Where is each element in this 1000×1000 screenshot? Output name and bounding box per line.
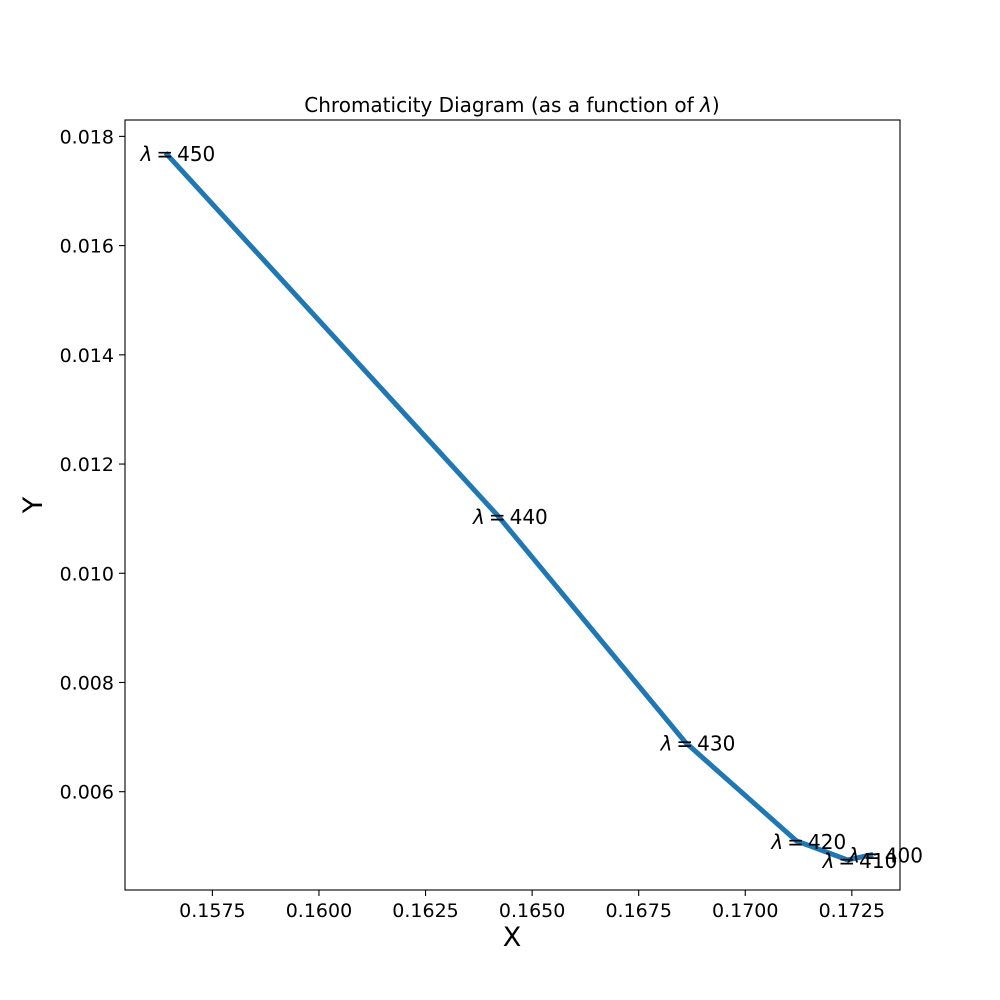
annotation-equals: =: [489, 505, 506, 529]
wavelength-annotation: λ = 450: [139, 142, 215, 166]
wavelength-annotation: λ = 440: [472, 505, 548, 529]
annotation-value: 420: [808, 830, 846, 854]
y-axis: 0.006 0.008 0.010 0.012 0.014 0.016 0.018: [60, 126, 125, 804]
y-axis-label: Y: [18, 496, 49, 514]
x-tick-label: 0.1575: [179, 900, 245, 922]
annotation-symbol: λ: [822, 849, 835, 873]
chart-title: Chromaticity Diagram (as a function of λ…: [304, 93, 719, 117]
series-line: [163, 151, 874, 863]
x-axis-label: X: [503, 922, 522, 953]
annotation-symbol: λ: [847, 844, 860, 868]
y-tick-label: 0.016: [60, 236, 114, 258]
x-tick-label: 0.1600: [286, 900, 352, 922]
y-tick-label: 0.014: [60, 345, 114, 367]
annotation-value: 430: [697, 732, 735, 756]
annotation-equals: =: [838, 849, 855, 873]
annotation-value: 400: [885, 844, 923, 868]
annotation-symbol: λ: [770, 830, 783, 854]
annotation-equals: =: [787, 830, 804, 854]
plot-frame: [124, 119, 901, 891]
y-tick-label: 0.010: [60, 563, 114, 585]
annotation-equals: =: [864, 844, 881, 868]
y-tick-label: 0.018: [60, 126, 114, 148]
wavelength-annotation: λ = 420: [770, 830, 846, 854]
chart-title-symbol: λ: [699, 93, 712, 117]
chart-title-suffix: ): [712, 93, 720, 117]
y-tick-label: 0.008: [60, 672, 114, 694]
y-tick-label: 0.012: [60, 454, 114, 476]
annotation-value: 410: [859, 849, 897, 873]
x-tick-label: 0.1650: [499, 900, 565, 922]
x-tick-label: 0.1675: [605, 900, 671, 922]
wavelength-annotation: λ = 410: [822, 849, 898, 873]
annotation-equals: =: [676, 732, 693, 756]
wavelength-annotation: λ = 430: [660, 732, 736, 756]
x-axis: 0.1575 0.1600 0.1625 0.1650 0.1675 0.1700 0.17…: [179, 890, 885, 922]
annotation-value: 450: [177, 142, 215, 166]
y-tick-label: 0.006: [60, 782, 114, 804]
series-layer: [163, 151, 874, 863]
annotation-symbol: λ: [139, 142, 152, 166]
x-tick-label: 0.1700: [712, 900, 778, 922]
annotation-value: 440: [510, 505, 548, 529]
x-tick-label: 0.1625: [392, 900, 458, 922]
chart-title-prefix: Chromaticity Diagram (as a function of: [304, 93, 700, 117]
annotation-symbol: λ: [472, 505, 485, 529]
annotation-symbol: λ: [660, 732, 673, 756]
x-tick-label: 0.1725: [819, 900, 885, 922]
annotation-equals: =: [156, 142, 173, 166]
wavelength-annotation: λ = 400: [847, 844, 923, 868]
